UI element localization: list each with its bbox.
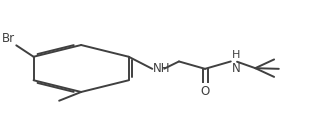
Text: N: N (232, 62, 240, 75)
Text: O: O (200, 85, 210, 98)
Text: NH: NH (153, 62, 171, 75)
Text: H: H (232, 50, 240, 60)
Text: Br: Br (2, 32, 15, 45)
